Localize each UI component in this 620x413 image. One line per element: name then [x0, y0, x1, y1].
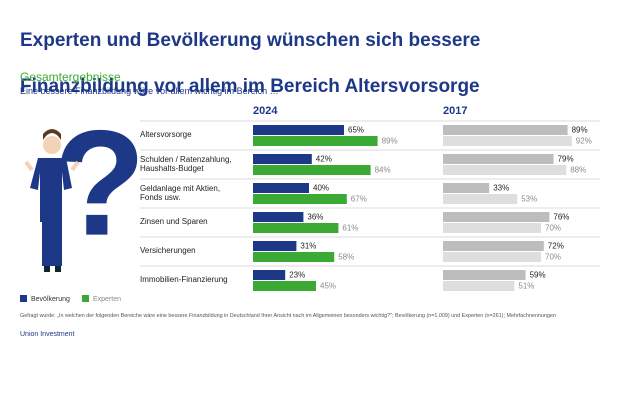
value-label: 53%	[521, 195, 537, 204]
value-label: 42%	[316, 155, 332, 164]
bar	[253, 183, 309, 193]
bar	[253, 241, 297, 251]
bar	[443, 212, 550, 222]
value-label: 76%	[553, 213, 569, 222]
value-label: 70%	[545, 224, 561, 233]
value-label: 67%	[351, 195, 367, 204]
legend-label: Bevölkerung	[31, 296, 70, 303]
value-label: 61%	[342, 224, 358, 233]
illustration: ?	[24, 99, 146, 272]
value-label: 70%	[545, 253, 561, 262]
value-label: 89%	[382, 137, 398, 146]
bar	[253, 136, 378, 146]
value-label: 33%	[493, 184, 509, 193]
bar	[253, 212, 304, 222]
question: Eine bessere Finanzbildung wäre vor alle…	[20, 86, 279, 96]
category-label: Zinsen und Sparen	[140, 217, 208, 226]
value-label: 45%	[320, 282, 336, 291]
value-label: 31%	[300, 242, 316, 251]
value-label: 58%	[338, 253, 354, 262]
bar	[253, 270, 286, 280]
legend-swatch	[20, 295, 27, 302]
bar	[253, 252, 335, 262]
value-label: 51%	[518, 282, 534, 291]
bar	[253, 165, 371, 175]
bar	[443, 125, 568, 135]
bar	[443, 281, 515, 291]
title-line: Experten und Bevölkerung wünschen sich b…	[20, 30, 481, 51]
panel-title: 2017	[443, 105, 467, 117]
value-label: 23%	[289, 271, 305, 280]
bar	[443, 154, 554, 164]
legend-swatch	[82, 295, 89, 302]
value-label: 65%	[348, 126, 364, 135]
bar	[443, 194, 518, 204]
source: Union Investment	[20, 331, 75, 338]
bar	[443, 270, 526, 280]
value-label: 89%	[572, 126, 588, 135]
value-label: 84%	[375, 166, 391, 175]
footnote: Gefragt wurde: „In welchen der folgenden…	[20, 313, 556, 319]
value-label: 36%	[307, 213, 323, 222]
title-line: Finanzbildung vor allem im Bereich Alter…	[20, 76, 480, 97]
bar	[443, 136, 572, 146]
title: Experten und Bevölkerung wünschen sich b…	[20, 6, 480, 121]
bar	[443, 183, 490, 193]
value-label: 92%	[576, 137, 592, 146]
value-label: 72%	[548, 242, 564, 251]
category-label: Schulden / Ratenzahlung, Haushalts-Budge…	[140, 155, 232, 173]
bar	[443, 223, 541, 233]
bar	[253, 125, 344, 135]
bar	[443, 241, 544, 251]
bar	[253, 154, 312, 164]
category-label: Versicherungen	[140, 246, 196, 255]
subtitle: Gesamtergebnisse	[20, 70, 121, 84]
value-label: 40%	[313, 184, 329, 193]
panel-title: 2024	[253, 105, 278, 117]
bar	[443, 165, 567, 175]
bar	[443, 252, 541, 262]
value-label: 79%	[558, 155, 574, 164]
category-label: Geldanlage mit Aktien, Fonds usw.	[140, 184, 221, 202]
value-label: 88%	[570, 166, 586, 175]
category-label: Immobilien-Finanzierung	[140, 275, 228, 284]
legend-label: Experten	[93, 296, 121, 303]
bar	[253, 223, 339, 233]
bar	[253, 194, 347, 204]
bar	[253, 281, 316, 291]
value-label: 59%	[530, 271, 546, 280]
category-label: Altersvorsorge	[140, 130, 192, 139]
